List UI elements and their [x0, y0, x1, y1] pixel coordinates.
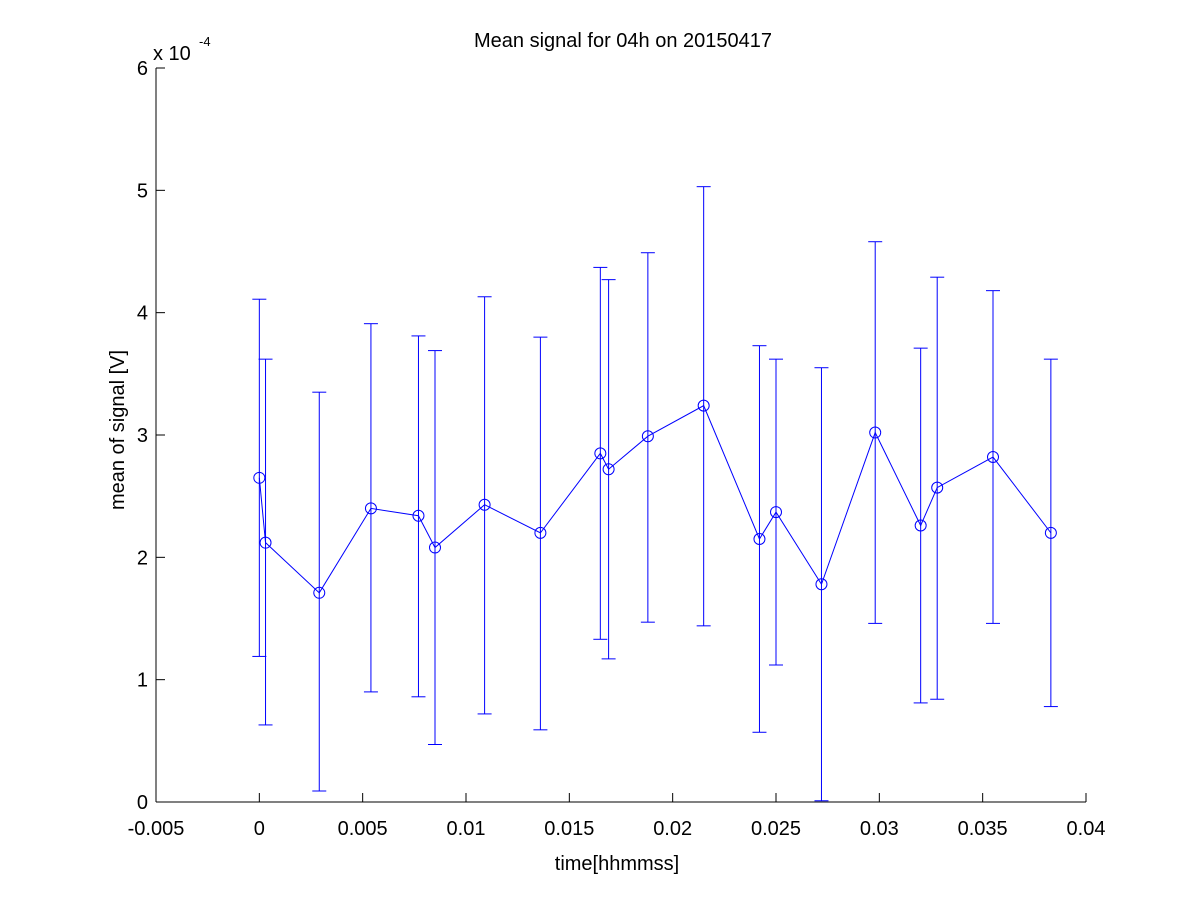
x-tick-label: 0.005 — [338, 818, 388, 840]
y-tick-label: 5 — [137, 180, 148, 202]
error-bar — [252, 298, 267, 657]
data-point-marker — [815, 578, 828, 591]
y-tick-label: 1 — [137, 670, 148, 692]
x-tick-label: -0.005 — [128, 818, 185, 840]
y-tick-label: 2 — [137, 547, 148, 569]
x-tick-label: 0.015 — [544, 818, 594, 840]
error-bar — [533, 336, 548, 731]
data-point-marker — [253, 471, 266, 484]
y-tick-label: 4 — [137, 303, 148, 325]
x-tick-label: 0.01 — [447, 818, 486, 840]
data-point-marker — [1044, 526, 1057, 539]
y-axis: 0 1 2 3 4 5 6 — [137, 58, 165, 814]
y-axis-multiplier: x 10 — [153, 43, 191, 65]
data-point-marker — [412, 509, 425, 522]
data-point-marker — [987, 451, 999, 464]
chart-title: Mean signal for 04h on 20150417 — [474, 30, 772, 52]
y-tick-label: 3 — [137, 425, 148, 447]
data-point-marker — [478, 498, 491, 511]
x-axis-label: time[hhmmss] — [555, 853, 679, 875]
error-bar — [363, 323, 378, 693]
x-tick-label: 0.04 — [1067, 818, 1106, 840]
y-tick-label: 0 — [137, 792, 148, 814]
data-point-marker — [931, 481, 944, 494]
axes-box — [155, 68, 1086, 803]
x-tick-label: 0.03 — [860, 818, 899, 840]
data-point-marker — [594, 447, 607, 460]
data-point-marker — [697, 399, 710, 412]
y-axis-multiplier-exponent: -4 — [199, 34, 211, 49]
x-tick-label: 0.02 — [653, 818, 692, 840]
error-bar — [640, 252, 655, 623]
x-axis: -0.005 0 0.005 0.01 0.015 0.02 0.025 0.03 0.035 0… — [128, 793, 1106, 840]
data-point-marker — [364, 502, 377, 515]
data-point-marker — [869, 426, 882, 439]
series-layer — [252, 186, 1058, 802]
x-tick-label: 0.035 — [958, 818, 1008, 840]
x-tick-label: 0 — [254, 818, 265, 840]
error-bar — [1043, 358, 1058, 708]
error-bar — [312, 391, 327, 792]
data-point-marker — [313, 586, 326, 599]
data-point-marker — [534, 526, 547, 539]
y-axis-label: mean of signal [V] — [107, 350, 129, 510]
series-line — [258, 404, 1052, 594]
data-point-marker — [914, 519, 927, 532]
data-point-marker — [602, 463, 615, 476]
data-point-marker — [641, 430, 654, 443]
data-point-marker — [429, 541, 441, 554]
data-point-marker — [753, 532, 766, 545]
data-point-marker — [770, 506, 782, 519]
x-tick-label: 0.025 — [751, 818, 801, 840]
data-point-marker — [259, 536, 272, 549]
y-tick-label: 6 — [137, 58, 148, 80]
